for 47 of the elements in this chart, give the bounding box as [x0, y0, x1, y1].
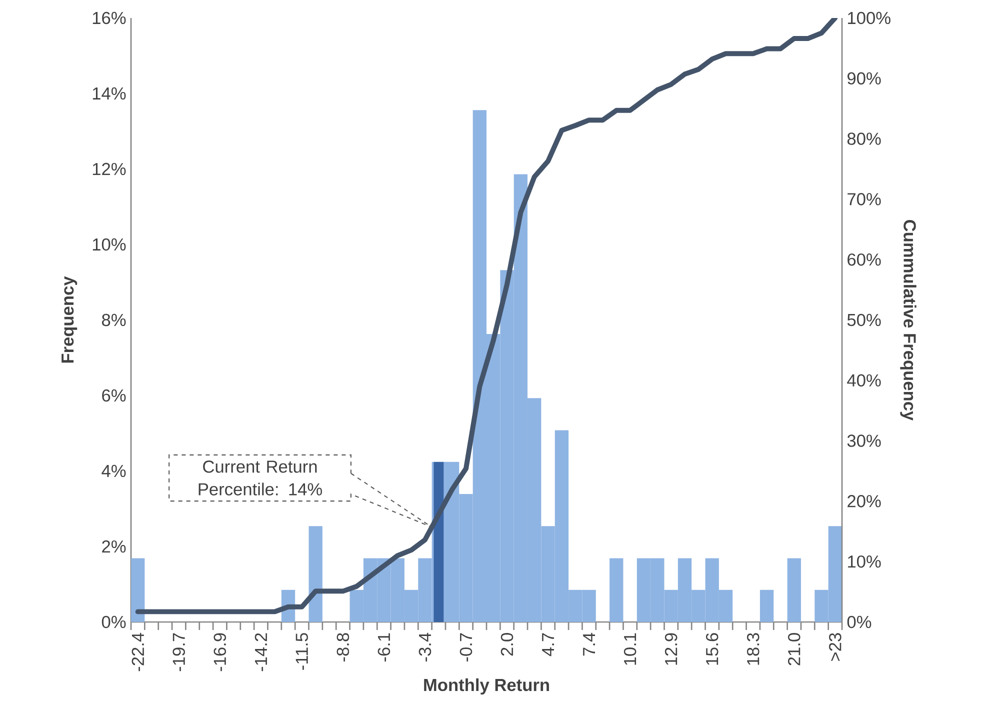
- bar: [787, 558, 801, 622]
- x-tick-label: -3.4: [418, 632, 432, 662]
- x-tick-label: 4.7: [542, 633, 554, 656]
- y-tick-label: 14%: [92, 87, 126, 100]
- bar: [760, 590, 774, 622]
- y2-tick-label: 100%: [848, 12, 890, 24]
- y2-tick-label: 90%: [848, 72, 881, 85]
- x-tick-label: 12.9: [664, 633, 678, 665]
- x-tick-label: 18.3: [746, 633, 760, 665]
- y-tick-label: 6%: [102, 389, 126, 402]
- x-axis-title: Monthly Return: [424, 678, 549, 695]
- y2-tick-label: 20%: [848, 495, 881, 508]
- x-tick-label: -11.5: [296, 633, 308, 670]
- x-tick-label: -0.7: [460, 633, 472, 662]
- bar: [610, 558, 624, 622]
- y2-axis-title: Cummulative Frequency: [900, 220, 916, 421]
- bar: [308, 526, 322, 622]
- x-tick-label: -14.2: [254, 633, 267, 672]
- x-tick-label: -8.8: [336, 633, 350, 662]
- annotation: Current Return Percentile: 14%: [198, 460, 322, 496]
- x-tick-label: -6.1: [378, 633, 390, 662]
- y2-tick-label: 80%: [847, 132, 881, 145]
- x-tick-label: 10.1: [624, 633, 636, 665]
- x-tick-label: 15.6: [706, 633, 718, 665]
- y-tick-label: 2%: [102, 540, 126, 553]
- x-tick-label: 21.0: [788, 633, 800, 666]
- y-tick-label: 0%: [102, 616, 126, 628]
- x-tick-label: >23: [829, 633, 842, 661]
- y-tick-label: 8%: [102, 314, 126, 326]
- y-tick-label: 16%: [92, 12, 126, 24]
- x-tick-label: -16.9: [214, 633, 226, 672]
- x-tick-label: -19.7: [172, 633, 185, 672]
- bar: [131, 558, 145, 622]
- y-tick-label: 10%: [92, 238, 126, 251]
- y2-tick-label: 50%: [847, 314, 881, 326]
- y2-tick-label: 0%: [847, 616, 872, 628]
- x-tick-label: -22.4: [132, 632, 144, 672]
- y2-tick-label: 30%: [847, 434, 881, 447]
- y-tick-label: 4%: [102, 464, 126, 478]
- y-tick-label: 12%: [92, 162, 126, 176]
- y2-tick-label: 10%: [848, 555, 881, 568]
- y2-tick-label: 60%: [848, 253, 881, 266]
- x-tick-label: 7.4: [583, 632, 596, 656]
- x-tick-label: 2.0: [500, 633, 514, 656]
- y2-tick-label: 70%: [848, 193, 881, 206]
- y-axis-title: Frequency: [62, 276, 78, 363]
- y2-tick-label: 40%: [847, 374, 881, 387]
